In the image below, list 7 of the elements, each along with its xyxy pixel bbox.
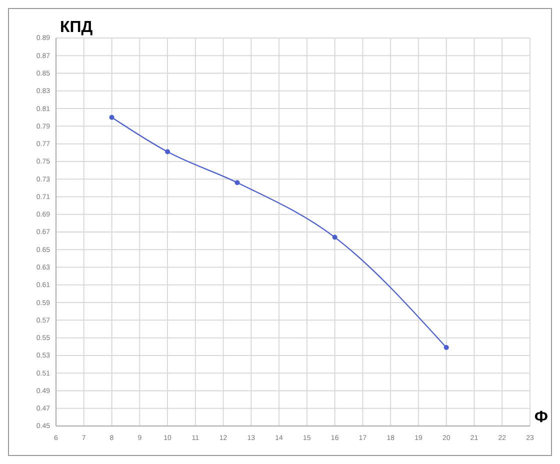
point bbox=[109, 114, 114, 120]
point bbox=[332, 234, 338, 240]
point bbox=[165, 149, 170, 154]
point bbox=[234, 180, 240, 186]
y-axis-title: КПД bbox=[60, 19, 94, 36]
point bbox=[444, 345, 449, 350]
x-axis-title: Ф bbox=[534, 409, 548, 426]
